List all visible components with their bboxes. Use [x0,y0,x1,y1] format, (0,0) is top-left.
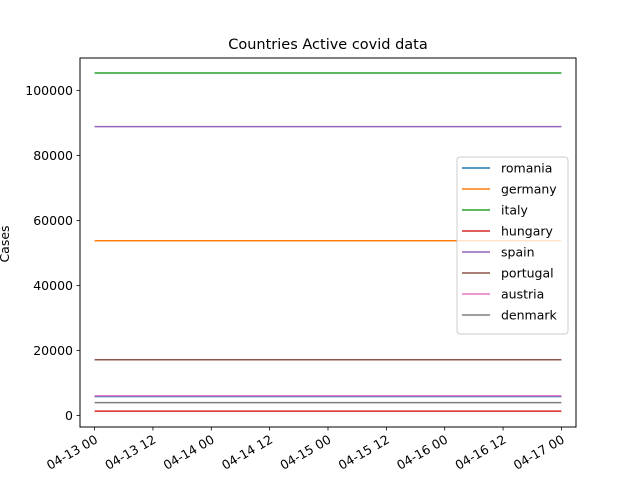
y-axis: 0 20000 40000 60000 80000 100000 [25,83,80,423]
legend-label-portugal: portugal [501,266,554,281]
y-tick-label: 0 [65,408,73,423]
chart-title: Countries Active covid data [228,37,428,53]
y-tick-label: 80000 [33,148,73,163]
y-tick-label: 60000 [33,213,73,228]
legend-label-romania: romania [501,161,552,176]
legend-box [456,156,569,335]
y-axis-label: Cases [0,225,12,262]
y-tick-label: 40000 [33,278,73,293]
legend-label-spain: spain [501,245,535,260]
legend-label-austria: austria [501,287,544,302]
legend-label-hungary: hungary [501,224,554,239]
legend-label-germany: germany [501,182,557,197]
legend: romania germany italy hungary spain portugal a… [456,156,569,335]
legend-label-italy: italy [501,203,529,218]
y-tick-label: 20000 [33,343,73,358]
y-tick-label: 100000 [25,83,73,98]
series-layer [94,72,562,412]
legend-label-denmark: denmark [501,308,558,323]
